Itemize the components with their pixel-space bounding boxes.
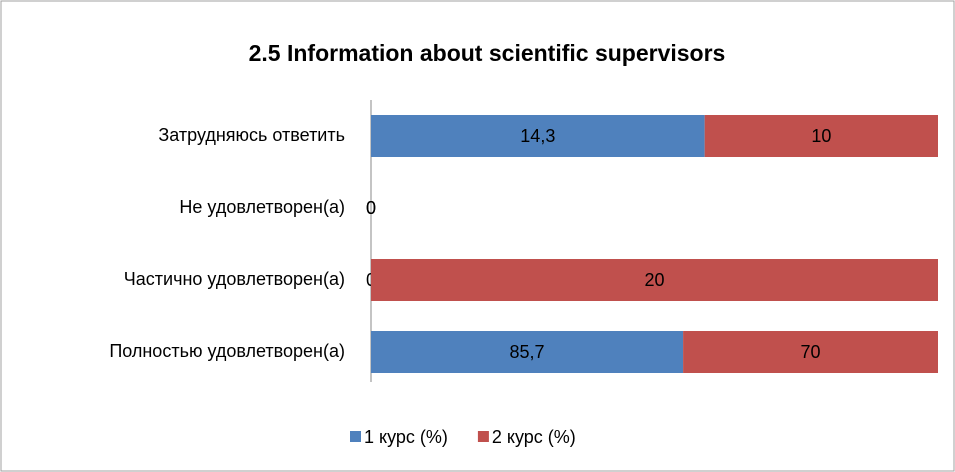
data-label: 20 — [644, 270, 664, 290]
data-label: 10 — [811, 126, 831, 146]
data-label: 14,3 — [520, 126, 555, 146]
y-tick-label: Частично удовлетворен(а) — [124, 269, 345, 289]
bar-segment — [371, 115, 705, 157]
legend-label: 1 курс (%) — [364, 427, 448, 447]
data-label: 0 — [366, 198, 376, 218]
bar-segment — [683, 331, 938, 373]
y-tick-label: Не удовлетворен(а) — [179, 197, 345, 217]
legend-label: 2 курс (%) — [492, 427, 576, 447]
bar-segment — [371, 331, 684, 373]
bar-segment — [371, 259, 938, 301]
legend-swatch — [477, 431, 489, 442]
legend-swatch — [350, 431, 361, 442]
data-label: 85,7 — [510, 342, 545, 362]
data-label: 0 — [366, 198, 376, 218]
y-tick-label: Затрудняюсь ответить — [158, 125, 345, 145]
chart-title: 2.5 Information about scientific supervi… — [249, 40, 726, 66]
data-label: 70 — [801, 342, 821, 362]
bar-segment — [704, 115, 938, 157]
y-tick-label: Полностью удовлетворен(а) — [109, 341, 345, 361]
